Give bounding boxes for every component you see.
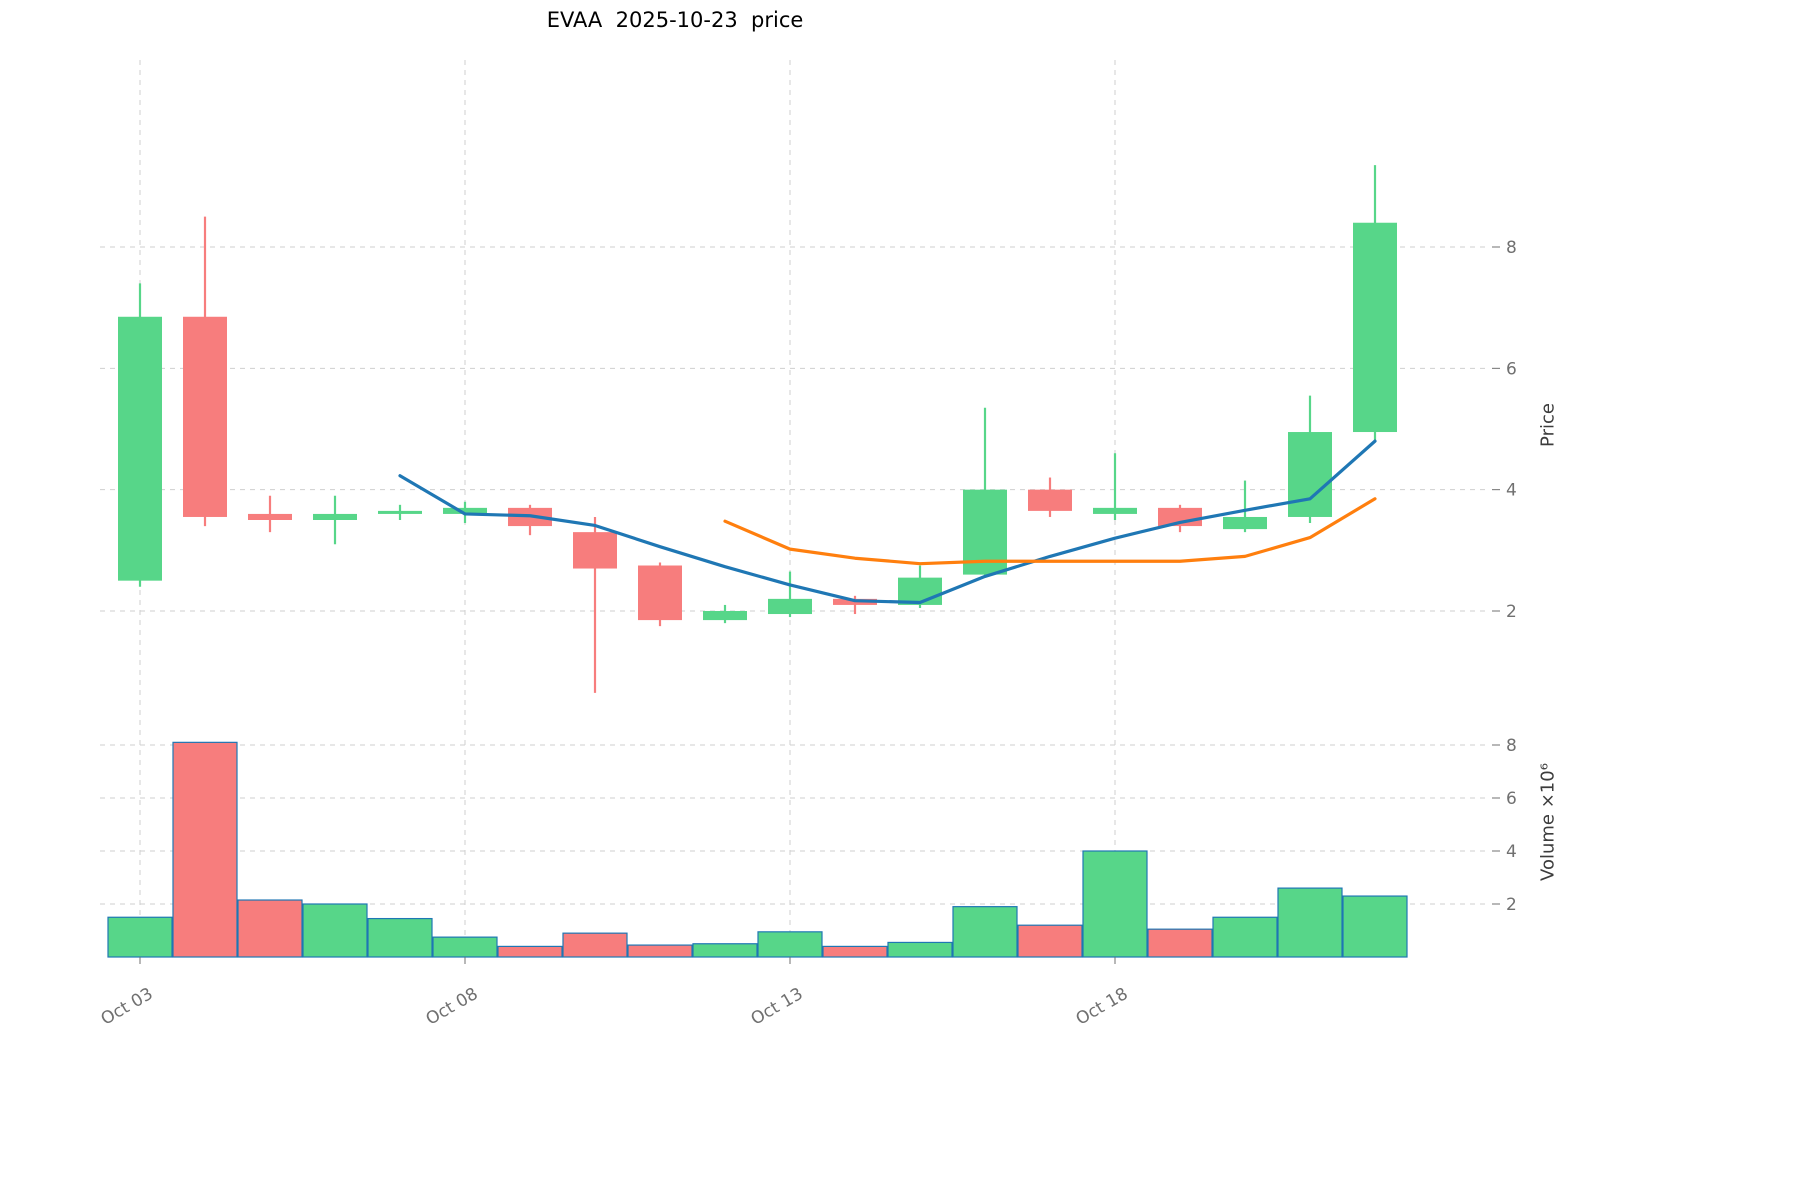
volume-bar (1147, 928, 1213, 958)
volume-tick-label: 8 (1506, 736, 1517, 756)
volume-tick-label: 4 (1506, 842, 1517, 862)
volume-bar (107, 916, 173, 958)
chart-title: EVAA 2025-10-23 price (546, 8, 804, 32)
price-tick-label: 8 (1506, 238, 1517, 258)
candle-body (1353, 222, 1397, 433)
volume-bar (172, 741, 238, 958)
volume-bar (692, 943, 758, 958)
x-tick-label: Oct 13 (748, 984, 807, 1030)
candle (703, 604, 747, 624)
candle-body (443, 507, 487, 514)
volume-bar (237, 899, 303, 958)
volume-tick-label: 6 (1506, 789, 1517, 809)
candles (118, 165, 1397, 693)
candle-body (573, 532, 617, 569)
candle (1028, 477, 1072, 517)
candle (1353, 165, 1397, 442)
candle-body (638, 565, 682, 621)
volume-bars (107, 741, 1408, 958)
candle-body (248, 513, 292, 520)
volume-bar (1082, 850, 1148, 958)
volume-bar (757, 931, 823, 958)
candle-body (118, 316, 162, 581)
volume-bar (497, 945, 563, 958)
candle (573, 516, 617, 693)
volume-bar (1342, 895, 1408, 958)
candle (248, 495, 292, 533)
volume-bar (887, 941, 953, 958)
sma-slow-line (723, 497, 1377, 566)
candle (768, 571, 812, 618)
candle (118, 283, 162, 587)
candle-body (898, 577, 942, 605)
candle (508, 504, 552, 536)
candle-body (768, 598, 812, 615)
price-axis-label: Price (1537, 403, 1559, 447)
gridlines (100, 60, 1490, 957)
price-tick-label: 2 (1506, 602, 1517, 622)
volume-bar (627, 944, 693, 958)
candle-body (1093, 507, 1137, 514)
volume-bar (1017, 924, 1083, 958)
x-tick-label: Oct 03 (98, 984, 157, 1030)
candle-body (703, 611, 747, 621)
volume-axis-label: Volume ×10⁶ (1537, 763, 1559, 881)
price-tick-label: 4 (1506, 481, 1517, 501)
x-tick-label: Oct 18 (1073, 984, 1132, 1030)
volume-bar (952, 906, 1018, 958)
candle-body (1288, 432, 1332, 517)
volume-bar (1212, 916, 1278, 958)
candle (1223, 480, 1267, 533)
candle-body (183, 316, 227, 517)
candle (313, 495, 357, 545)
candle (1093, 453, 1137, 520)
candle (378, 504, 422, 520)
candle (1288, 395, 1332, 524)
candle-body (378, 510, 422, 514)
volume-bar (1277, 887, 1343, 958)
candle (638, 562, 682, 627)
x-tick-label: Oct 08 (423, 984, 482, 1030)
volume-bar (562, 932, 628, 958)
candle-body (1028, 489, 1072, 511)
candle-body (313, 513, 357, 520)
volume-bar (432, 936, 498, 958)
sma-fast-line (398, 439, 1377, 605)
candle (898, 565, 942, 608)
volume-bar (822, 945, 888, 958)
candle (963, 407, 1007, 578)
volume-bar (302, 903, 368, 958)
volume-bar (367, 917, 433, 958)
candle (183, 216, 227, 527)
volume-tick-label: 2 (1506, 895, 1517, 915)
price-tick-label: 6 (1506, 359, 1517, 379)
candle-body (1223, 516, 1267, 530)
